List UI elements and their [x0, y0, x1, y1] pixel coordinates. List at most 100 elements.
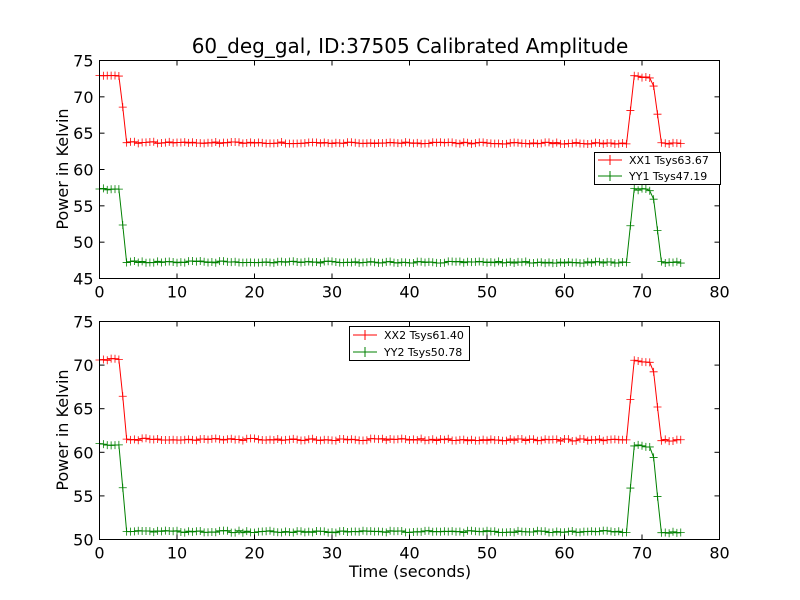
top-series-point [114, 72, 123, 81]
bottom-series-point [409, 435, 418, 444]
bottom-series-point [556, 437, 565, 446]
bottom-x-tick-label: 30 [322, 544, 342, 563]
top-series-point [641, 72, 650, 81]
top-series-point [176, 258, 185, 267]
bottom-series-point [599, 436, 608, 445]
bottom-series-point [300, 528, 309, 537]
bottom-series-point [622, 528, 631, 537]
top-series-point [467, 139, 476, 148]
top-series-point [122, 258, 131, 267]
bottom-series-point [320, 527, 329, 536]
top-series-point [366, 257, 375, 266]
bottom-series-point [188, 435, 197, 444]
top-series-point [273, 139, 282, 148]
top-series-point [490, 258, 499, 267]
top-series-point [238, 139, 247, 148]
bottom-series-point [211, 528, 220, 537]
top-series-point [572, 258, 581, 267]
bottom-plot-ticks: 0 10 20 30 40 50 60 70 80 50 55 60 65 70 75 [73, 313, 730, 563]
top-series-point [169, 257, 178, 266]
bottom-series-point [347, 435, 356, 444]
bottom-series-point [626, 484, 635, 493]
bottom-series-point [638, 441, 646, 450]
top-series-point [161, 138, 170, 147]
top-series-point [293, 257, 302, 266]
top-series-point [118, 103, 127, 112]
top-series-point [591, 138, 600, 147]
top-series-point [607, 139, 615, 148]
top-series-point [362, 139, 371, 148]
top-series-point [506, 138, 515, 147]
bottom-series-point [397, 526, 406, 535]
top-series-point [207, 138, 216, 147]
top-series-point [223, 138, 232, 147]
bottom-series-point [366, 527, 375, 536]
top-series-point [378, 258, 387, 267]
top-series-point [614, 258, 623, 267]
bottom-series-point [676, 435, 685, 444]
top-series-point [258, 138, 267, 147]
bottom-series-point [665, 529, 674, 538]
bottom-series-point [428, 435, 437, 444]
top-series-point [207, 258, 216, 267]
top-series-point [382, 138, 391, 147]
bottom-series-point [173, 526, 181, 535]
top-series-point [676, 259, 685, 268]
top-series-point [502, 258, 511, 267]
bottom-series-point [630, 441, 639, 450]
bottom-series-point [331, 528, 340, 537]
bottom-series-point [153, 435, 162, 444]
bottom-series-point [452, 436, 460, 445]
bottom-series-point [467, 435, 476, 444]
bottom-series-point [293, 435, 302, 444]
top-series-point [130, 256, 139, 265]
top-series-point [649, 82, 658, 91]
bottom-series-point [235, 435, 243, 444]
top-series-point [211, 138, 220, 146]
bottom-x-tick-label: 10 [167, 544, 187, 563]
top-series-point [370, 139, 379, 148]
bottom-series-point [378, 434, 387, 443]
top-series-point [672, 139, 681, 148]
bottom-series-point [277, 436, 286, 445]
top-series-point [455, 139, 464, 148]
bottom-series-point [645, 442, 654, 451]
bottom-y-tick-label: 65 [73, 400, 93, 419]
bottom-series-point [134, 436, 143, 445]
bottom-series-point [653, 403, 662, 412]
bottom-series-point [537, 436, 546, 445]
bottom-series-point [541, 527, 550, 536]
top-series-point [552, 138, 561, 147]
top-series-point [157, 139, 166, 148]
top-series-point [514, 138, 522, 147]
bottom-x-tick-label: 0 [94, 544, 104, 563]
bottom-series-point [324, 528, 333, 537]
bottom-series-point [211, 434, 220, 443]
bottom-series-point [351, 435, 360, 444]
top-series-point [347, 138, 356, 147]
bottom-series-point [483, 526, 491, 535]
bottom-legend-label-xx2: XX2 Tsys61.40 [384, 329, 464, 342]
bottom-series-point [517, 435, 526, 444]
top-series-point [266, 258, 274, 267]
bottom-series-point [397, 434, 406, 443]
top-series-point [440, 258, 449, 267]
bottom-series-point [374, 435, 383, 444]
top-series-point [304, 257, 313, 266]
bottom-series-point [126, 435, 135, 444]
bottom-series-point [200, 434, 209, 443]
top-series-point [579, 259, 588, 268]
bottom-y-tick-label: 70 [73, 356, 93, 375]
top-series-point [537, 258, 546, 267]
bottom-series-point [529, 527, 538, 536]
top-series-point [180, 138, 189, 147]
top-series-point [362, 258, 371, 267]
top-y-tick-label: 70 [73, 88, 93, 107]
top-series-point [483, 258, 491, 267]
bottom-series-point [188, 527, 197, 536]
top-series-point [200, 257, 209, 266]
bottom-series-point [521, 436, 530, 445]
bottom-x-tick-label: 70 [632, 544, 652, 563]
bottom-series-0 [95, 354, 685, 446]
